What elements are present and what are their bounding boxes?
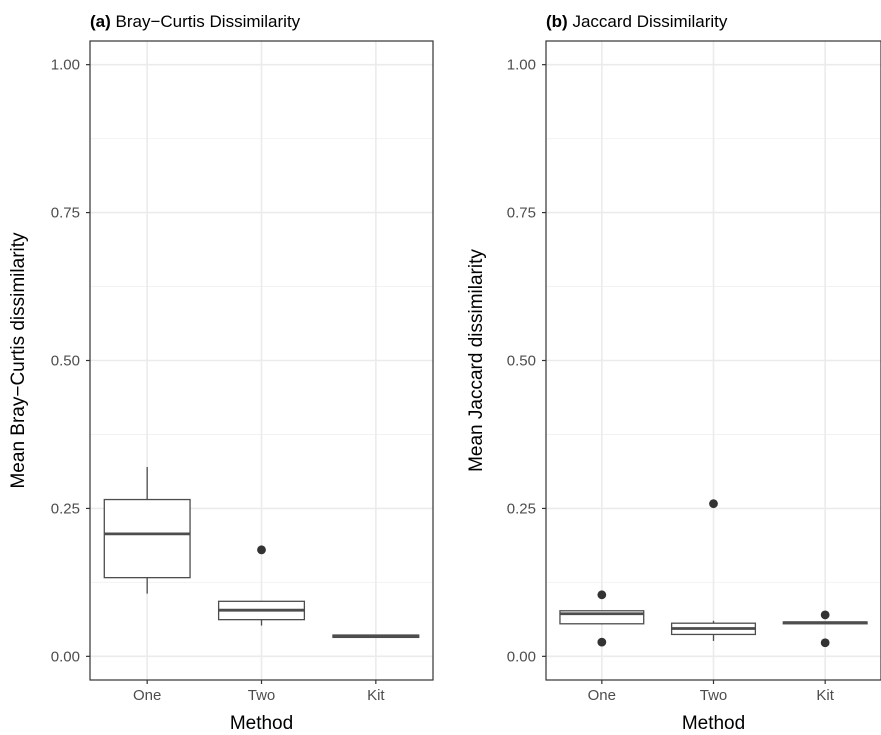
y-tick-label: 0.50 [507, 353, 536, 370]
y-axis-title: Mean Jaccard dissimilarity [466, 249, 487, 472]
x-tick-label: Kit [816, 687, 834, 704]
y-tick-label: 1.00 [51, 57, 80, 74]
x-axis-title: Method [230, 713, 293, 734]
box-iqr [103, 498, 191, 579]
box-kit [332, 634, 420, 639]
x-tick-label: Kit [367, 687, 385, 704]
box-one [559, 590, 645, 647]
panel-tag: (b) [546, 12, 568, 31]
outlier-point [597, 637, 607, 647]
outlier-point [709, 499, 718, 509]
x-tick-label: One [133, 687, 161, 704]
x-tick-label: Two [700, 687, 728, 704]
box-two [670, 499, 757, 641]
outlier-point [597, 590, 607, 600]
y-axis-title: Mean Bray−Curtis dissimilarity [8, 232, 29, 489]
panel-b: 0.00 0.25 0.50 0.75 1.00 One Two Kit Method Mean … [466, 12, 881, 734]
panel-a: 0.00 0.25 0.50 0.75 1.00 One Two Kit Method Mean … [8, 12, 434, 734]
y-tick-label: 0.25 [51, 500, 80, 517]
panel-title-text: Bray−Curtis Dissimilarity [116, 12, 301, 31]
outlier-point [820, 638, 830, 648]
x-axis-title: Method [682, 713, 745, 734]
box-one [103, 467, 191, 594]
y-tick-label: 0.00 [507, 648, 536, 665]
panel-title: (a) Bray−Curtis Dissimilarity [90, 12, 301, 31]
panel-tag: (a) [90, 12, 111, 31]
outlier-point [257, 545, 266, 555]
y-tick-label: 0.00 [51, 648, 80, 665]
x-tick-label: Two [248, 687, 276, 704]
panel-title: (b) Jaccard Dissimilarity [546, 12, 728, 31]
panel-title-text: Jaccard Dissimilarity [572, 12, 727, 31]
y-tick-label: 0.75 [507, 205, 536, 222]
box-two [217, 545, 306, 626]
y-tick-label: 1.00 [507, 57, 536, 74]
box-kit [782, 610, 868, 648]
y-tick-label: 0.25 [507, 500, 536, 517]
y-tick-label: 0.75 [51, 205, 80, 222]
y-tick-label: 0.50 [51, 353, 80, 370]
x-tick-label: One [588, 687, 616, 704]
outlier-point [820, 610, 830, 620]
